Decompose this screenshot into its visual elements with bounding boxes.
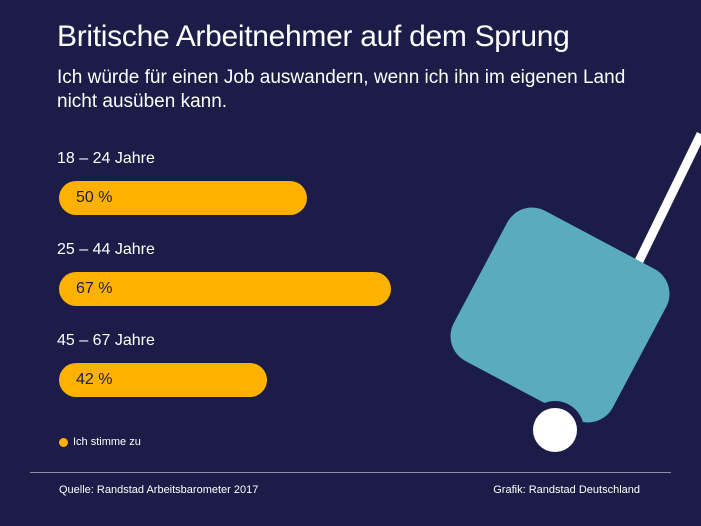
bar — [59, 272, 391, 306]
legend-label: Ich stimme zu — [73, 436, 141, 448]
bar-value-label: 50 % — [76, 189, 113, 206]
chart-title: Britische Arbeitnehmer auf dem Sprung — [57, 20, 570, 53]
bar-value-label: 67 % — [76, 280, 113, 297]
bar — [59, 181, 307, 215]
source-note: Quelle: Randstad Arbeitsbarometer 2017 — [59, 484, 259, 496]
category-label: 25 – 44 Jahre — [57, 241, 155, 258]
legend: Ich stimme zu — [59, 436, 141, 448]
bar-value-label: 42 % — [76, 371, 113, 388]
legend-swatch — [59, 437, 68, 447]
category-label: 45 – 67 Jahre — [57, 332, 155, 349]
bar — [59, 363, 267, 397]
credit-note: Grafik: Randstad Deutschland — [493, 484, 640, 496]
divider — [30, 472, 671, 473]
category-label: 18 – 24 Jahre — [57, 150, 155, 167]
chart-subtitle: Ich würde für einen Job auswandern, wenn… — [57, 67, 626, 112]
